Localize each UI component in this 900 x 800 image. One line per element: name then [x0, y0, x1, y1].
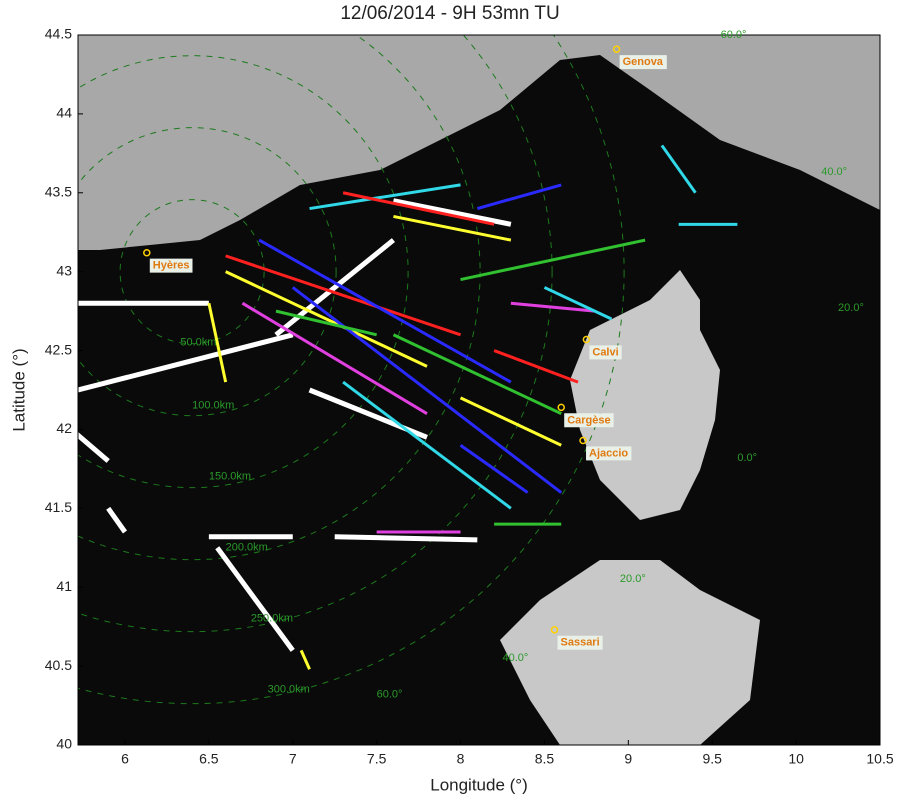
ring-label: 200.0km	[226, 542, 268, 554]
city-label: Genova	[623, 56, 664, 68]
range-ring	[78, 35, 553, 633]
track	[543, 286, 613, 321]
ring-label: 0.0°	[737, 452, 757, 464]
tracks	[78, 144, 738, 670]
x-tick-label: 9.5	[702, 751, 722, 767]
city-label-bg	[564, 413, 614, 428]
track	[225, 270, 428, 368]
x-tick-label: 8	[457, 751, 465, 767]
range-ring	[78, 35, 481, 561]
track	[225, 254, 462, 337]
y-tick-label: 44.5	[45, 26, 72, 42]
ring-label: 150.0km	[209, 471, 251, 483]
ring-label: 20.0°	[838, 302, 864, 314]
mainland	[78, 35, 880, 250]
ring-label: 40.0°	[502, 652, 528, 664]
city-label-bg	[557, 635, 603, 650]
track	[78, 431, 110, 463]
track	[78, 332, 294, 393]
ring-label: 60.0°	[721, 29, 747, 41]
y-tick-label: 43	[56, 262, 72, 278]
city-label: Calvi	[592, 346, 618, 358]
y-tick-label: 42.5	[45, 341, 72, 357]
city-marker	[550, 626, 559, 634]
ring-label: 100.0km	[192, 400, 234, 412]
city-marker	[579, 436, 587, 445]
y-tick-label: 41.5	[45, 499, 72, 515]
range-ring	[78, 35, 625, 705]
track	[459, 396, 562, 447]
track	[334, 534, 478, 543]
x-tick-label: 6.5	[199, 751, 219, 767]
track	[392, 333, 562, 416]
city-marker	[143, 248, 151, 257]
range-ring	[78, 127, 337, 417]
ring-label: 40.0°	[821, 166, 847, 178]
x-tick-label: 10	[788, 751, 804, 767]
track	[241, 301, 428, 415]
city-label-bg	[586, 446, 632, 461]
track	[299, 649, 311, 670]
track	[258, 238, 512, 384]
track	[309, 183, 461, 211]
city-label: Cargèse	[567, 414, 610, 426]
plot-frame	[77, 34, 881, 746]
city-label: Hyères	[153, 260, 190, 272]
track	[274, 238, 395, 337]
ring-label: 20.0°	[620, 573, 646, 585]
track	[342, 380, 512, 510]
ring-label: 250.0km	[251, 613, 293, 625]
x-axis-label: Longitude (°)	[430, 775, 528, 794]
track	[460, 238, 646, 282]
range-rings	[78, 35, 625, 705]
ring-label: 60.0°	[377, 688, 403, 700]
track	[392, 198, 512, 227]
sardinia	[500, 560, 760, 745]
city-label-bg	[149, 258, 193, 273]
track	[510, 301, 595, 313]
city-marker	[557, 403, 565, 412]
range-ring	[78, 55, 409, 489]
city-label: Ajaccio	[589, 447, 628, 459]
y-tick-label: 44	[56, 105, 72, 121]
y-tick-label: 43.5	[45, 183, 72, 199]
track	[291, 286, 563, 494]
y-axis-label: Latitude (°)	[9, 348, 28, 431]
y-tick-label: 41	[56, 578, 72, 594]
ring-label: 300.0km	[268, 684, 310, 696]
x-tick-label: 7	[289, 751, 297, 767]
range-ring	[119, 199, 265, 345]
y-tick-label: 40	[56, 736, 72, 752]
track	[476, 183, 562, 210]
y-tick-label: 40.5	[45, 657, 72, 673]
city-marker	[612, 45, 621, 53]
ring-label: 50.0km	[180, 337, 216, 349]
track	[106, 506, 128, 534]
y-tick-label: 42	[56, 420, 72, 436]
track	[393, 214, 512, 242]
city-marker	[582, 335, 591, 344]
x-tick-label: 9	[624, 751, 632, 767]
track	[342, 191, 495, 226]
chart-title: 12/06/2014 - 9H 53mn TU	[340, 3, 559, 24]
x-tick-label: 8.5	[535, 751, 555, 767]
x-tick-label: 10.5	[866, 751, 893, 767]
track	[660, 144, 697, 194]
city-label: Sassari	[561, 637, 600, 649]
x-tick-label: 7.5	[367, 751, 387, 767]
track	[207, 302, 228, 383]
x-tick-label: 6	[121, 751, 129, 767]
track	[275, 309, 377, 337]
track	[459, 443, 529, 494]
track	[493, 349, 579, 384]
city-label-bg	[589, 345, 622, 360]
track	[215, 546, 295, 652]
city-label-bg	[619, 55, 667, 70]
